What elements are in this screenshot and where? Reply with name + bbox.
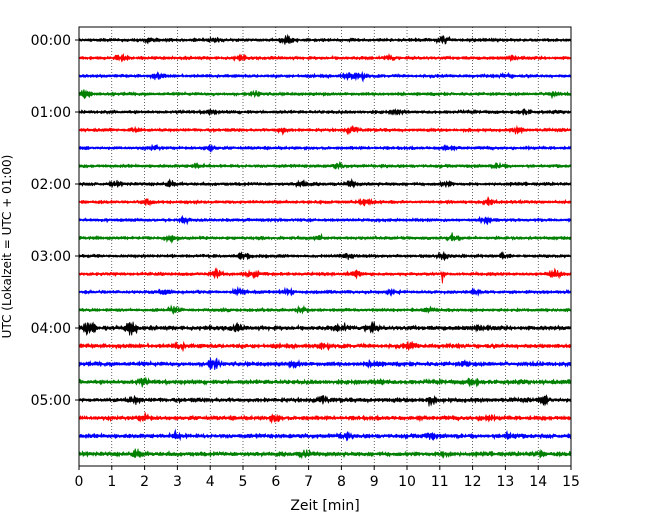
trace-0430 [78, 357, 572, 370]
x-tick-label: 2 [140, 474, 149, 490]
y-tick-label: 00:00 [31, 33, 71, 49]
x-tick-label: 8 [337, 474, 346, 490]
trace-0500 [78, 394, 572, 407]
x-tick-label: 5 [239, 474, 248, 490]
trace-0045 [78, 89, 572, 100]
x-tick-label: 13 [496, 474, 514, 490]
x-tick-label: 15 [562, 474, 580, 490]
trace-0315 [78, 267, 572, 284]
x-tick-label: 0 [75, 474, 84, 490]
x-tick-label: 1 [107, 474, 116, 490]
y-axis-label: UTC (Lokalzeit = UTC + 01:00) [0, 155, 14, 339]
trace-0115 [78, 124, 572, 136]
y-tick-label: 04:00 [31, 321, 71, 337]
trace-0345 [78, 304, 572, 315]
x-tick-label: 3 [173, 474, 182, 490]
y-tick-label: 05:00 [31, 393, 71, 409]
trace-0100 [78, 108, 572, 117]
trace-0215 [78, 195, 572, 207]
trace-0000 [78, 33, 572, 45]
trace-0300 [78, 250, 572, 262]
x-tick-label: 14 [529, 474, 547, 490]
trace-0400 [78, 320, 572, 336]
y-tick-label: 03:00 [31, 249, 71, 265]
trace-0515 [78, 412, 572, 425]
trace-0445 [78, 376, 572, 388]
x-tick-label: 10 [398, 474, 416, 490]
x-axis-ticks: 0 1 2 3 4 5 6 7 8 9 10 11 12 13 14 15 [75, 466, 580, 490]
trace-0330 [78, 285, 572, 297]
y-tick-label: 02:00 [31, 177, 71, 193]
x-tick-label: 9 [370, 474, 379, 490]
trace-0145 [78, 161, 572, 171]
trace-0130 [78, 143, 572, 153]
trace-0030 [78, 70, 572, 83]
trace-0200 [78, 177, 572, 189]
x-tick-label: 11 [431, 474, 449, 490]
trace-0015 [78, 53, 572, 63]
y-tick-label: 01:00 [31, 105, 71, 121]
seismic-traces [78, 33, 572, 460]
x-axis-label: Zeit [min] [290, 498, 359, 514]
x-tick-label: 4 [206, 474, 215, 490]
trace-0245 [78, 232, 572, 244]
trace-0415 [78, 340, 572, 352]
trace-0545 [78, 448, 572, 460]
x-tick-label: 6 [271, 474, 280, 490]
grid-lines [111, 27, 539, 466]
x-tick-label: 7 [304, 474, 313, 490]
trace-0230 [78, 214, 572, 226]
trace-0530 [78, 428, 572, 442]
plot-frame [78, 26, 572, 467]
x-tick-label: 12 [464, 474, 482, 490]
y-axis-ticks: 00:00 01:00 02:00 03:00 04:00 05:00 [31, 33, 79, 409]
